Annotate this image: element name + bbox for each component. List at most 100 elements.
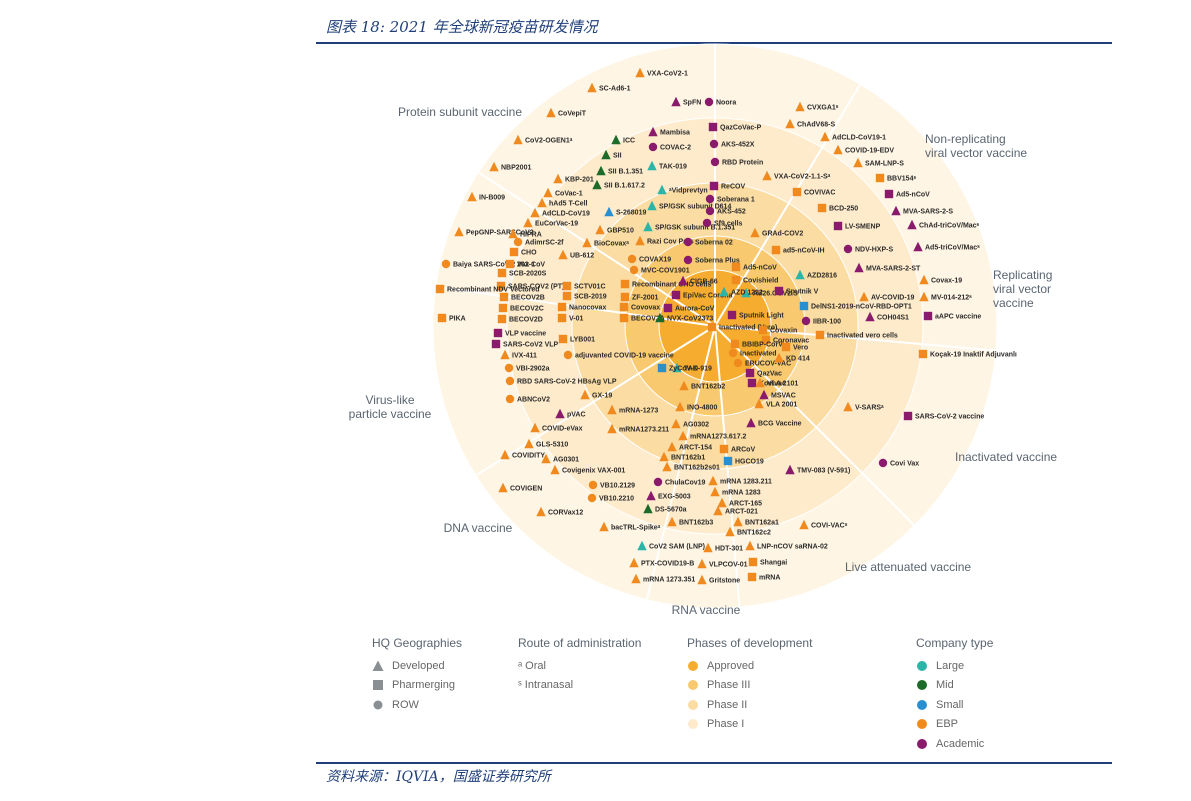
- legend-small: Small: [916, 695, 993, 715]
- vaccine-candidate: RBD Protein: [710, 157, 763, 167]
- vaccine-candidate-label: KBP-201: [565, 177, 594, 184]
- vaccine-candidate: UB-612: [558, 249, 594, 260]
- vaccine-candidate: MVA-SARS-2-ST: [854, 262, 921, 273]
- vaccine-candidate: V-01: [557, 313, 584, 323]
- vaccine-candidate-label: PTX-COVID19-B: [641, 561, 694, 568]
- vaccine-candidate-label: IN-B009: [479, 195, 505, 202]
- triangle-marker: [662, 461, 672, 472]
- vaccine-candidate: QazVac: [745, 368, 782, 378]
- vaccine-candidate-label: ZyCoV-D: [669, 366, 698, 373]
- phase-dot-icon: [688, 680, 698, 691]
- square-marker: [875, 173, 885, 183]
- vaccine-candidate-label: MVA-SARS-2-S: [903, 209, 953, 216]
- vaccine-candidate-label: BNT162b3: [679, 520, 713, 527]
- triangle-marker: [582, 237, 592, 248]
- triangle-marker: [555, 408, 565, 419]
- vaccine-candidate-label: COVIVAC: [804, 190, 835, 197]
- triangle-marker: [489, 161, 499, 172]
- vaccine-candidate: AV-COVID-19: [859, 291, 915, 302]
- triangle-marker: [530, 207, 540, 218]
- vaccine-candidate: Coronavac: [761, 335, 809, 345]
- vaccine-candidate-label: CIGB-66: [690, 279, 718, 286]
- vaccine-candidate-label: EXG-5003: [658, 494, 691, 501]
- triangle-marker: [833, 144, 843, 155]
- vaccine-candidate-label: BECOV2D: [509, 317, 543, 324]
- vaccine-candidate: IIBR-100: [801, 316, 841, 326]
- circle-marker: [653, 477, 663, 487]
- vaccine-candidate-label: SP/GSK subunit B.1.351: [655, 225, 735, 232]
- circle-marker: [683, 237, 693, 247]
- vaccine-candidate-label: ARCT-154: [679, 445, 712, 452]
- vaccine-candidate-label: Soberna Plus: [695, 258, 740, 265]
- sector-divider: [435, 285, 716, 327]
- triangle-marker: [599, 521, 609, 532]
- vaccine-candidate-label: HDT-301: [715, 546, 743, 553]
- square-marker: [557, 313, 567, 323]
- legend-company: Company type Large Mid Small EBP Academi…: [916, 636, 993, 754]
- triangle-marker: [537, 197, 547, 208]
- vaccine-candidate-label: AdimrSC-2f: [525, 240, 564, 247]
- vaccine-candidate: SARS-CoV2 VLP: [491, 339, 559, 349]
- vaccine-candidate-label: SCB-2020S: [509, 271, 547, 278]
- vaccine-candidate-label: AV-COVID-19: [871, 295, 915, 302]
- square-marker: [493, 328, 503, 338]
- circle-marker: [629, 265, 639, 275]
- vaccine-candidate-label: MV-014-212ˢ: [931, 295, 972, 302]
- vaccine-candidate-label: BNT162b2: [691, 384, 725, 391]
- vaccine-candidate: NDV-HXP-S: [843, 244, 893, 254]
- vaccine-candidate: COH04S1: [865, 311, 909, 322]
- sector-divider: [714, 325, 916, 527]
- vaccine-candidate: Ad5-triCoV/Macˢ: [913, 241, 980, 252]
- sector-divider: [477, 171, 716, 327]
- vaccine-candidate: SARS-COV2 (PT): [496, 281, 564, 291]
- vaccine-candidate-label: Covigenix VAX-001: [562, 468, 625, 475]
- sector-divider: [645, 325, 716, 600]
- vaccine-candidate-label: ARCT-021: [725, 509, 758, 516]
- circle-marker: [733, 358, 743, 368]
- triangle-marker: [708, 475, 718, 486]
- vaccine-candidate-label: MVA-SARS-2-ST: [866, 266, 921, 273]
- vaccine-candidate: EXG-5003: [646, 490, 691, 501]
- circle-marker: [504, 363, 514, 373]
- vaccine-candidate-label: TAK-019: [659, 164, 687, 171]
- vaccine-candidate-label: CoV2 SAM (LNP): [649, 544, 705, 551]
- triangle-marker: [659, 451, 669, 462]
- sector-divider: [714, 83, 862, 327]
- vaccine-candidate: mRNA-1273: [607, 404, 658, 415]
- vaccine-candidate: Covax-19: [919, 274, 962, 285]
- legend-phases: Phases of development Approved Phase III…: [687, 636, 812, 734]
- vaccine-candidate: BECOV2A: [619, 313, 665, 323]
- legend-route-title: Route of administration: [518, 636, 642, 650]
- vaccine-candidate-label: Inactivated: [740, 351, 777, 358]
- vaccine-candidate: ERUCOV-VAC: [733, 358, 791, 368]
- triangle-marker: [745, 540, 755, 551]
- vaccine-candidate: HIPRA: [508, 228, 542, 239]
- vaccine-candidate: ChAdV68-S: [785, 118, 835, 129]
- vaccine-candidate-label: SpFN: [683, 100, 701, 107]
- company-dot-icon: [917, 738, 927, 749]
- phase-dot-icon: [688, 660, 698, 671]
- vaccine-candidate: Ad5-nCoV: [731, 262, 777, 272]
- vaccine-candidate: BioCovaxᵃ: [582, 237, 629, 248]
- circle-marker: [704, 97, 714, 107]
- vaccine-candidate: Shangai: [748, 557, 787, 567]
- vaccine-candidate-label: Coronavac: [773, 338, 809, 345]
- vaccine-candidate: Soberna 02: [683, 237, 733, 247]
- vaccine-candidate: GX-19: [580, 389, 612, 400]
- vaccine-candidate-label: BBIBP-CorV: [742, 342, 783, 349]
- vaccine-candidate: GRAd-COV2: [750, 227, 803, 238]
- vaccine-candidate-label: SARS-CoV-2 vaccine: [915, 414, 984, 421]
- triangle-marker: [717, 497, 727, 508]
- circle-marker: [801, 316, 811, 326]
- triangle-marker: [719, 286, 729, 297]
- vaccine-candidate-label: Mambisa: [660, 130, 690, 137]
- vaccine-candidate: COVID-eVax: [530, 422, 583, 433]
- vaccine-candidate-label: Covi Vax: [890, 461, 919, 468]
- vaccine-candidate-label: Sputnik V: [786, 289, 819, 296]
- vaccine-candidate-label: ᵃVidprevtyn: [669, 188, 708, 195]
- vaccine-candidate-label: adjuvanted COVID-19 vaccine: [575, 353, 674, 360]
- vaccine-candidate: VB10.2210: [587, 493, 634, 503]
- top-rule: [316, 42, 1112, 44]
- triangle-marker: [671, 96, 681, 107]
- triangle-marker: [592, 179, 602, 190]
